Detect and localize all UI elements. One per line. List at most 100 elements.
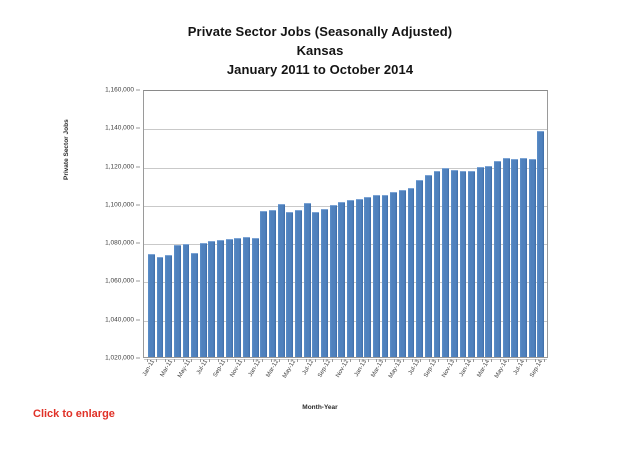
click-to-enlarge-link[interactable]: Click to enlarge xyxy=(33,408,115,420)
x-tick-mark xyxy=(165,359,166,362)
bar xyxy=(476,166,484,357)
bar xyxy=(485,165,493,357)
x-tick-mark xyxy=(464,359,466,362)
bar xyxy=(450,170,458,357)
x-tick-mark xyxy=(429,359,431,362)
bar xyxy=(537,131,545,357)
x-tick-mark xyxy=(411,359,413,362)
x-tick-mark xyxy=(543,359,545,362)
x-tick-mark xyxy=(323,359,325,362)
x-tick-mark xyxy=(420,359,422,362)
x-tick-mark xyxy=(437,359,439,362)
bar xyxy=(494,160,502,357)
chart-title-block: Private Sector Jobs (Seasonally Adjusted… xyxy=(0,22,640,79)
bar xyxy=(260,210,268,357)
x-tick-mark xyxy=(200,359,202,362)
bar xyxy=(173,245,181,357)
x-tick-mark xyxy=(525,359,527,362)
bar xyxy=(459,171,467,357)
x-tick-mark xyxy=(481,359,483,362)
y-tick-mark xyxy=(136,204,140,206)
bar xyxy=(364,197,372,357)
gridline xyxy=(144,282,547,284)
x-tick-mark xyxy=(446,359,448,362)
x-tick-mark xyxy=(393,359,395,362)
bar xyxy=(355,199,363,357)
bar xyxy=(329,204,337,357)
x-tick-mark xyxy=(297,359,299,362)
x-axis-title: Month-Year xyxy=(302,404,338,411)
bar xyxy=(156,256,164,357)
chart-subtitle: Kansas xyxy=(296,43,344,58)
bar xyxy=(217,240,225,357)
x-tick-mark xyxy=(314,359,316,362)
x-tick-mark xyxy=(517,359,519,362)
bar xyxy=(442,168,450,357)
x-tick-mark xyxy=(253,359,255,362)
x-tick-mark xyxy=(305,359,307,362)
y-axis-title: Private Sector Jobs xyxy=(63,119,70,180)
bar xyxy=(208,241,216,357)
bar xyxy=(398,190,406,357)
bar xyxy=(312,211,320,357)
bar xyxy=(243,237,250,357)
x-tick-mark xyxy=(288,359,290,362)
bar xyxy=(433,171,441,357)
bar xyxy=(147,253,155,357)
x-tick-mark xyxy=(173,359,175,362)
gridline xyxy=(144,205,547,207)
x-tick-mark xyxy=(376,359,378,362)
x-tick-mark xyxy=(367,359,369,362)
y-tick-mark xyxy=(136,166,140,168)
bar xyxy=(372,195,380,357)
y-tick-mark xyxy=(136,280,140,282)
bar-series xyxy=(144,91,547,357)
bar xyxy=(416,179,424,357)
bar xyxy=(199,243,207,357)
y-tick-mark xyxy=(136,127,140,129)
bar xyxy=(165,254,173,357)
y-tick-label: 1,020,000 xyxy=(105,354,134,362)
bar xyxy=(407,187,415,357)
bar xyxy=(502,157,510,357)
x-tick-mark xyxy=(182,359,184,362)
bar xyxy=(520,157,527,357)
x-tick-mark xyxy=(341,359,343,362)
x-tick-mark xyxy=(191,359,193,362)
x-tick-mark xyxy=(279,359,281,362)
x-tick-mark xyxy=(261,359,263,362)
y-tick-label: 1,140,000 xyxy=(105,124,134,132)
x-tick-mark xyxy=(402,359,404,362)
bar xyxy=(468,171,476,357)
plot-area xyxy=(143,90,548,360)
gridlines xyxy=(144,91,547,360)
gridline xyxy=(144,359,547,360)
gridline xyxy=(144,244,547,246)
y-tick-label: 1,120,000 xyxy=(105,163,134,171)
gridline xyxy=(144,129,547,131)
y-tick-label: 1,040,000 xyxy=(105,316,134,324)
bar xyxy=(277,203,285,357)
y-tick-label: 1,100,000 xyxy=(105,201,134,209)
x-tick-mark xyxy=(534,359,536,362)
bar xyxy=(182,244,190,357)
chart-period: January 2011 to October 2014 xyxy=(226,62,414,77)
x-axis-ticks: Jan-11 Mar-11 May-11 Jul-11 Sep-11 Nov-11 Jan-… xyxy=(142,359,548,401)
x-tick-mark xyxy=(217,359,219,362)
y-tick-label: 1,060,000 xyxy=(105,277,134,285)
x-tick-mark xyxy=(473,359,475,362)
gridline xyxy=(144,167,547,169)
y-tick-mark xyxy=(136,89,140,91)
bar xyxy=(225,239,233,357)
x-tick-mark xyxy=(244,359,246,362)
y-tick-mark xyxy=(136,319,140,321)
bar xyxy=(286,211,294,357)
x-tick-mark xyxy=(156,359,158,362)
x-tick-mark xyxy=(270,359,272,362)
bar xyxy=(511,158,519,357)
bar xyxy=(295,209,302,357)
bar xyxy=(321,208,328,357)
bar xyxy=(191,252,199,357)
chart-title: Private Sector Jobs (Seasonally Adjusted… xyxy=(187,24,453,39)
